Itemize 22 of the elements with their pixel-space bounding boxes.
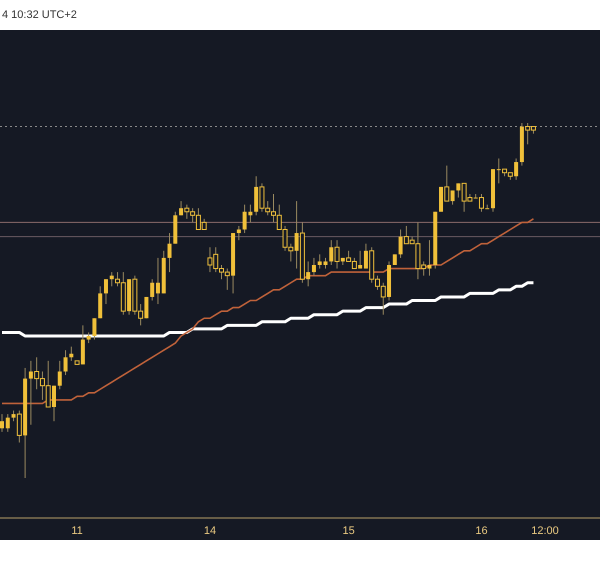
x-tick-label: 16 <box>475 525 488 537</box>
candlestick <box>6 414 10 432</box>
candlestick <box>92 318 96 340</box>
candlestick <box>150 278 154 301</box>
candlestick <box>312 257 316 276</box>
candlestick <box>242 204 247 234</box>
candlestick <box>168 232 172 273</box>
candlestick <box>64 350 68 376</box>
candlestick <box>104 278 108 305</box>
candlestick <box>69 346 74 362</box>
candlestick <box>236 225 241 241</box>
x-tick-label: 15 <box>342 525 355 537</box>
candlestick <box>58 360 62 390</box>
candlestick <box>323 257 328 270</box>
text: 4 10:32 UTC+2 <box>2 9 77 21</box>
x-tick-label: 12:00 <box>531 525 559 537</box>
candlestick <box>318 254 322 270</box>
x-tick-label: 11 <box>71 525 83 537</box>
candlestick <box>248 204 252 223</box>
candlestick <box>86 332 91 344</box>
candlestick <box>0 414 4 432</box>
x-tick-label: 14 <box>204 525 216 537</box>
